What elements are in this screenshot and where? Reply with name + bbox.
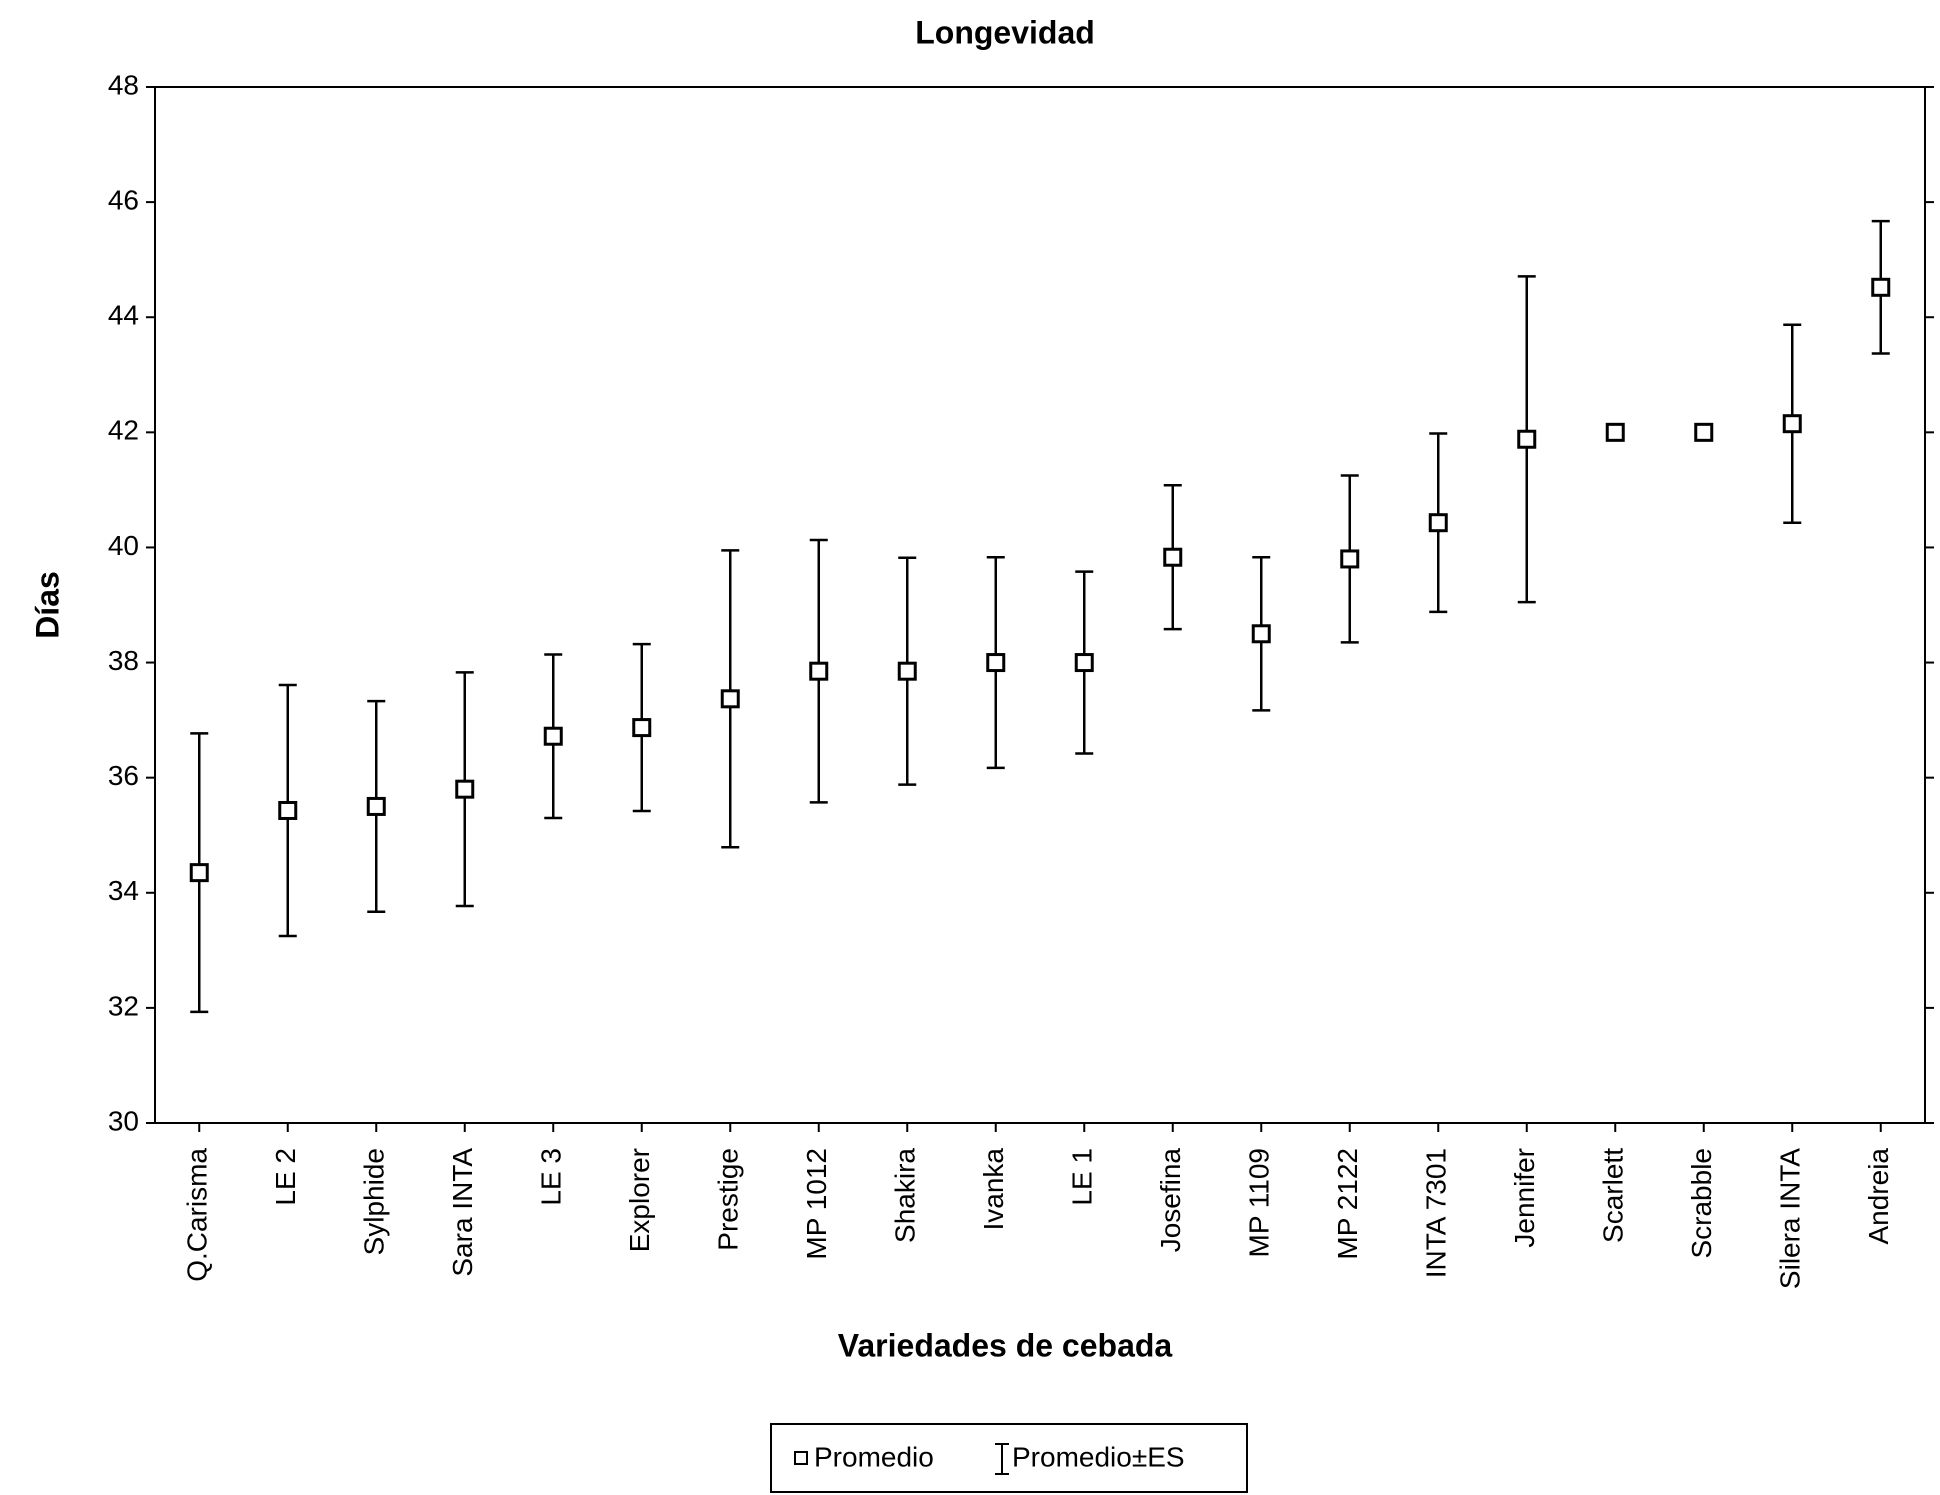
x-axis-title: Variedades de cebada <box>838 1327 1173 1363</box>
mean-marker <box>1074 653 1094 673</box>
legend-marker <box>794 1451 808 1465</box>
x-tick-label: Sara INTA <box>447 1148 478 1277</box>
legend-label: Promedio <box>814 1441 934 1472</box>
mean-marker <box>720 689 740 709</box>
mean-marker <box>455 779 475 799</box>
y-tick-label: 34 <box>108 875 139 906</box>
x-tick-label: Jennifer <box>1509 1148 1540 1248</box>
mean-marker <box>278 800 298 820</box>
x-tick-label: MP 1012 <box>801 1148 832 1260</box>
x-tick-label: Explorer <box>624 1148 655 1252</box>
x-tick-label: LE 1 <box>1067 1148 1098 1206</box>
plot-frame <box>154 86 1926 1124</box>
y-tick-label: 38 <box>108 645 139 676</box>
x-tick-label: LE 2 <box>270 1148 301 1206</box>
mean-marker <box>1694 422 1714 442</box>
y-tick-label: 46 <box>108 185 139 216</box>
legend <box>770 1423 1248 1493</box>
x-tick-label: Scarlett <box>1598 1148 1629 1243</box>
mean-marker <box>189 863 209 883</box>
mean-marker <box>543 726 563 746</box>
mean-marker <box>1605 422 1625 442</box>
mean-marker <box>1871 277 1891 297</box>
x-tick-label: Q.Carisma <box>182 1148 213 1282</box>
mean-marker <box>1340 549 1360 569</box>
y-tick-label: 40 <box>108 530 139 561</box>
mean-marker <box>1782 414 1802 434</box>
legend-label: Promedio±ES <box>1012 1441 1185 1472</box>
x-tick-label: INTA 7301 <box>1421 1148 1452 1278</box>
mean-marker <box>1251 624 1271 644</box>
y-axis-title: Días <box>29 571 65 639</box>
y-tick-label: 42 <box>108 415 139 446</box>
x-tick-label: MP 2122 <box>1332 1148 1363 1260</box>
mean-marker <box>809 661 829 681</box>
mean-marker <box>632 718 652 738</box>
mean-marker <box>986 653 1006 673</box>
mean-marker <box>897 661 917 681</box>
mean-marker <box>1428 513 1448 533</box>
mean-marker <box>366 796 386 816</box>
x-tick-label: Shakira <box>890 1148 921 1243</box>
x-tick-label: LE 3 <box>536 1148 567 1206</box>
x-tick-label: Silera INTA <box>1775 1148 1806 1289</box>
y-tick-label: 32 <box>108 990 139 1021</box>
x-tick-label: Sylphide <box>359 1148 390 1255</box>
y-tick-label: 44 <box>108 300 139 331</box>
y-tick-label: 48 <box>108 69 139 100</box>
x-tick-label: Scrabble <box>1686 1148 1717 1259</box>
y-tick-label: 36 <box>108 760 139 791</box>
x-tick-label: Andreia <box>1863 1148 1894 1245</box>
mean-marker <box>1517 429 1537 449</box>
chart-title: Longevidad <box>915 14 1095 50</box>
x-tick-label: Prestige <box>713 1148 744 1251</box>
x-tick-label: Ivanka <box>978 1148 1009 1231</box>
x-tick-label: MP 1109 <box>1244 1148 1275 1257</box>
y-tick-label: 30 <box>108 1105 139 1136</box>
x-tick-label: Josefina <box>1155 1148 1186 1253</box>
mean-marker <box>1163 547 1183 567</box>
